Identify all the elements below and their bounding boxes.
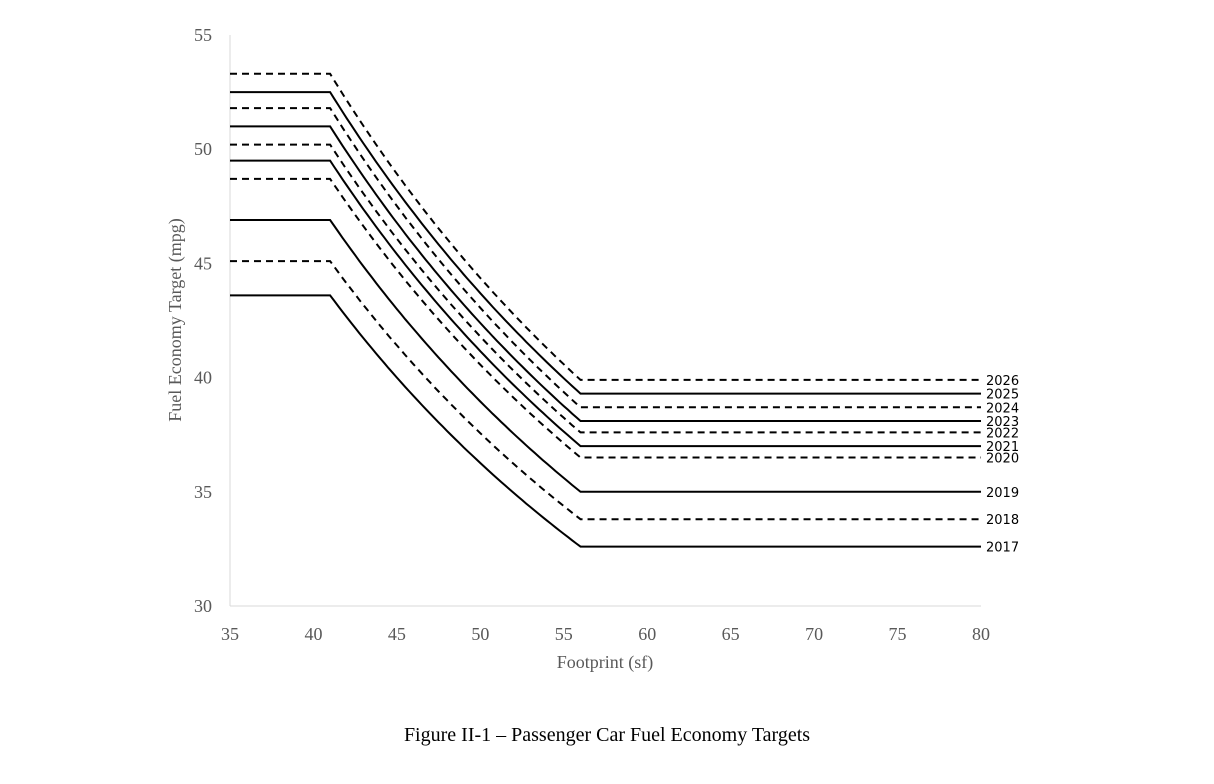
series-label-2024: 2024: [986, 401, 1019, 416]
y-tick-label: 45: [194, 253, 212, 273]
series-label-2017: 2017: [986, 541, 1019, 556]
series-line-2022: [230, 143, 981, 434]
series-label-2022: 2022: [986, 426, 1019, 441]
y-tick-label: 30: [194, 596, 212, 616]
series-label-2019: 2019: [986, 486, 1019, 501]
x-tick-label: 65: [722, 624, 740, 644]
series-label-2026: 2026: [986, 374, 1019, 389]
y-axis-label: Fuel Economy Target (mpg): [165, 218, 186, 422]
series-line-2020: [230, 177, 981, 459]
x-tick-label: 50: [471, 624, 489, 644]
x-tick-label: 60: [638, 624, 656, 644]
series-line-2026: [230, 72, 981, 381]
y-tick-label: 40: [194, 368, 212, 388]
x-tick-label: 40: [304, 624, 322, 644]
series-label-2020: 2020: [986, 452, 1019, 467]
x-tick-label: 55: [555, 624, 573, 644]
x-tick-label: 45: [388, 624, 406, 644]
y-tick-label: 50: [194, 139, 212, 159]
y-tick-label: 35: [194, 482, 212, 502]
series-label-2018: 2018: [986, 513, 1019, 528]
x-tick-labels: 35 40 45 50 55 60 65 70 75 80: [221, 624, 990, 644]
x-tick-label: 70: [805, 624, 823, 644]
series-line-2023: [230, 125, 981, 422]
figure-caption: Figure II-1 – Passenger Car Fuel Economy…: [403, 724, 811, 746]
y-tick-labels: 30 35 40 45 50 55: [194, 25, 212, 616]
series-label-2021: 2021: [986, 440, 1019, 455]
series-label-2025: 2025: [986, 388, 1019, 403]
series-lines: [230, 72, 981, 548]
x-tick-label: 35: [221, 624, 239, 644]
x-tick-label: 75: [889, 624, 907, 644]
series-line-2017: [230, 294, 981, 548]
x-axis-label: Footprint (sf): [557, 652, 654, 673]
series-line-2018: [230, 260, 981, 521]
series-line-2025: [230, 91, 981, 395]
x-tick-label: 80: [972, 624, 990, 644]
series-line-2021: [230, 159, 981, 448]
series-label-2023: 2023: [986, 415, 1019, 430]
series-line-2024: [230, 107, 981, 409]
series-line-2019: [230, 219, 981, 493]
y-tick-label: 55: [194, 25, 212, 45]
